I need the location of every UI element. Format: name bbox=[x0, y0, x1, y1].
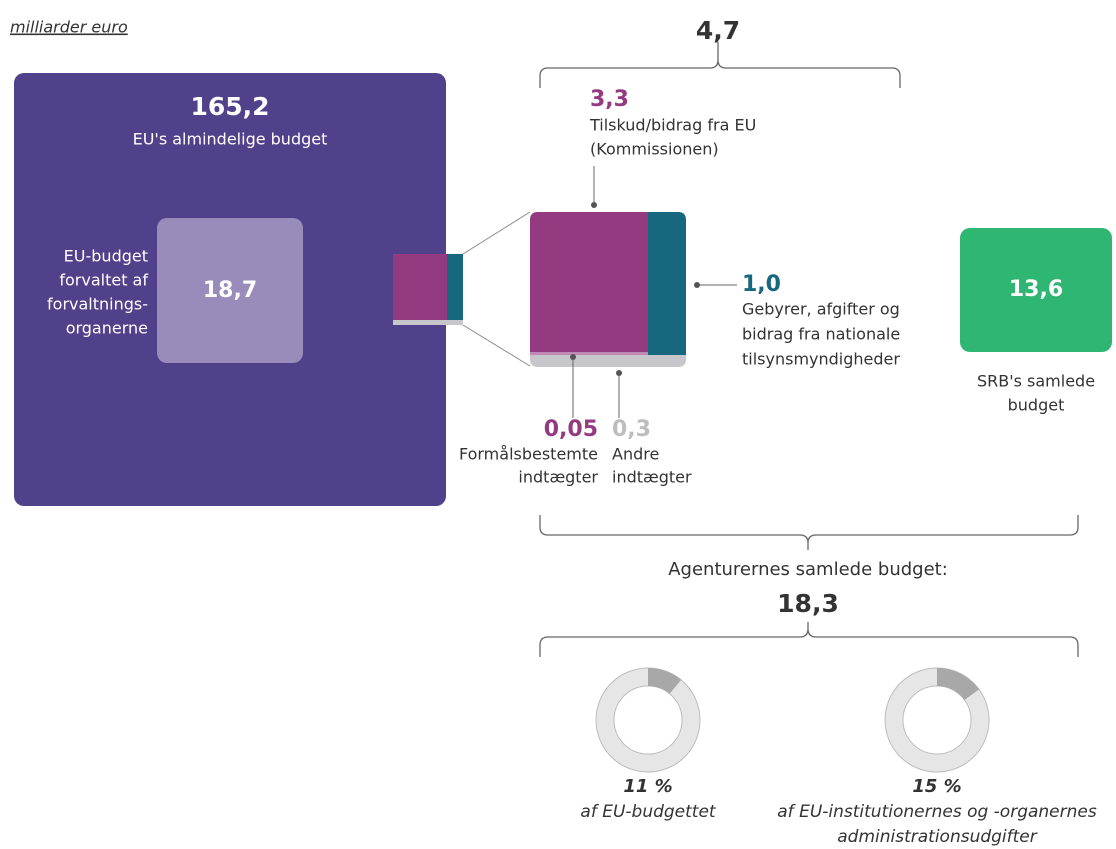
shares: 11 % af EU-budgettet 15 % af EU-institution… bbox=[580, 667, 1097, 847]
zoom-line bbox=[462, 211, 531, 255]
donut-share bbox=[936, 668, 980, 701]
assigned-value: 0,05 bbox=[544, 417, 598, 442]
fees-value: 1,0 bbox=[742, 272, 781, 297]
small-fees bbox=[447, 254, 463, 320]
total-value: 18,3 bbox=[777, 589, 839, 618]
srb-value: 13,6 bbox=[1009, 277, 1063, 302]
contribution-label: Tilskud/bidrag fra EU (Kommissionen) bbox=[589, 116, 756, 159]
bracket bbox=[539, 515, 1079, 550]
bracket bbox=[539, 622, 1079, 657]
donut-edge bbox=[902, 685, 972, 755]
share-text: af EU-budgettet bbox=[580, 802, 717, 822]
donut-share bbox=[647, 668, 682, 695]
pointer-dot bbox=[591, 202, 597, 208]
managed-box bbox=[157, 218, 303, 363]
share-label: 11 % bbox=[623, 776, 672, 797]
label-line: indtægter bbox=[612, 468, 692, 487]
label-line: forvaltet af bbox=[59, 271, 148, 290]
other-value: 0,3 bbox=[612, 417, 651, 442]
agencies-top-value: 4,7 bbox=[696, 16, 740, 45]
small-other bbox=[393, 320, 463, 325]
label-line: tilsynsmyndigheder bbox=[742, 350, 900, 369]
label-line: forvaltnings- bbox=[47, 295, 148, 314]
share-text: administrationsudgifter bbox=[837, 827, 1038, 847]
srb-label: SRB's samlede budget bbox=[977, 372, 1095, 415]
contribution-value: 3,3 bbox=[590, 87, 629, 112]
big-fees bbox=[648, 212, 686, 355]
label-line: SRB's samlede bbox=[977, 372, 1095, 391]
share-label: 15 % bbox=[912, 776, 961, 797]
srb-box bbox=[960, 228, 1112, 352]
pointer-dot bbox=[694, 282, 700, 288]
big-contribution bbox=[530, 212, 648, 352]
label-line: Andre bbox=[612, 445, 659, 464]
zoom-line bbox=[462, 324, 531, 367]
managed-label: EU-budget forvaltet af forvaltnings-organe… bbox=[47, 247, 148, 338]
eu-budget-value: 165,2 bbox=[190, 92, 269, 121]
label-line: EU-budget bbox=[64, 247, 148, 266]
donut-ring bbox=[596, 668, 700, 772]
small-contribution bbox=[393, 254, 447, 320]
managed-value: 18,7 bbox=[203, 278, 257, 303]
other-label: Andre indtægter bbox=[612, 445, 692, 487]
label-line: Tilskud/bidrag fra EU bbox=[589, 116, 756, 135]
label-line: organerne bbox=[66, 319, 148, 338]
label-line: budget bbox=[1008, 396, 1065, 415]
big-assigned bbox=[530, 352, 648, 355]
fees-label: Gebyrer, afgifter og bidrag fra nationale… bbox=[742, 300, 900, 369]
share-text: af EU-institutionernes og -organernes bbox=[777, 802, 1097, 822]
label-line: Formålsbestemte bbox=[459, 445, 598, 464]
donut-edge bbox=[613, 685, 683, 755]
pointer-dot bbox=[570, 354, 576, 360]
total-label: Agenturernes samlede budget: bbox=[668, 559, 948, 580]
assigned-label: Formålsbestemte indtægter bbox=[459, 445, 598, 487]
bracket bbox=[539, 42, 901, 88]
eu-budget-label: EU's almindelige budget bbox=[133, 130, 328, 149]
label-line: (Kommissionen) bbox=[590, 140, 719, 159]
label-line: bidrag fra nationale bbox=[742, 325, 900, 344]
label-line: Gebyrer, afgifter og bbox=[742, 300, 900, 319]
pointer-dot bbox=[616, 370, 622, 376]
label-line: indtægter bbox=[518, 468, 598, 487]
unit: milliarder euro bbox=[10, 18, 128, 37]
